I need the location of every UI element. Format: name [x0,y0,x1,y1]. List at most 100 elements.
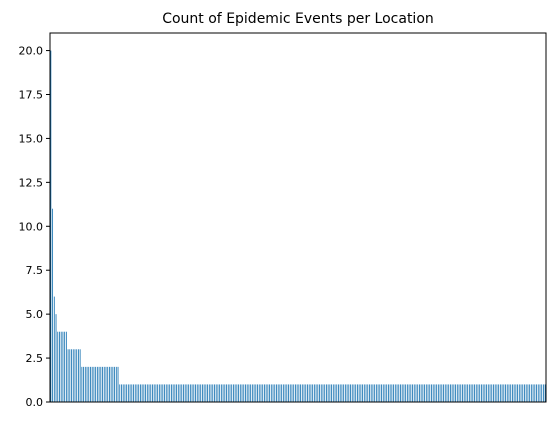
bar-70 [170,384,172,402]
bar-185 [369,384,370,402]
bar-66 [164,384,165,402]
bar-240 [463,384,465,402]
bar-80 [188,384,190,402]
bar-7 [62,331,64,402]
bar-98 [219,384,221,402]
bar-285 [541,384,543,402]
bar-201 [396,384,398,402]
bar-90 [205,384,207,402]
bars-group [50,50,546,403]
bar-144 [298,384,300,402]
bar-121 [258,384,260,402]
bar-282 [536,384,537,402]
bar-61 [155,384,157,402]
bar-238 [460,384,462,402]
bar-10 [67,349,69,402]
bar-206 [405,384,407,402]
bar-184 [367,384,369,402]
bar-204 [401,384,403,402]
bar-226 [439,384,441,402]
bar-146 [301,384,303,402]
bar-190 [377,384,379,402]
bar-249 [479,384,481,402]
bar-276 [525,384,527,402]
bar-283 [537,384,539,402]
bar-15 [76,349,78,402]
bar-110 [239,384,241,402]
bar-72 [174,384,176,402]
bar-11 [69,349,71,402]
bar-106 [232,384,234,402]
bar-22 [88,366,90,402]
bar-215 [420,384,422,402]
bar-180 [360,384,362,402]
bar-252 [484,384,486,402]
bar-55 [145,384,147,402]
bar-229 [444,384,446,402]
bar-247 [475,384,477,402]
bar-183 [365,384,367,402]
bar-5 [59,331,60,402]
bar-65 [162,384,164,402]
bar-111 [241,384,243,402]
bar-219 [427,384,429,402]
bar-218 [425,384,427,402]
bar-131 [276,384,277,402]
bar-277 [527,384,529,402]
bar-173 [348,384,350,402]
bar-59 [152,384,153,402]
bar-93 [210,384,212,402]
bar-272 [518,384,520,402]
bar-48 [133,384,134,402]
bar-3 [55,314,57,402]
bar-224 [436,384,438,402]
bar-53 [141,384,143,402]
bar-2 [53,296,55,402]
bar-30 [102,366,103,402]
bar-264 [505,384,506,402]
bar-91 [207,384,209,402]
bar-108 [236,384,238,402]
bar-217 [424,384,426,402]
bar-177 [355,384,357,402]
bar-232 [449,384,451,402]
bar-260 [498,384,500,402]
bar-275 [524,384,525,402]
bar-28 [98,366,100,402]
bar-92 [208,384,210,402]
bar-94 [212,384,214,402]
bar-75 [179,384,181,402]
bar-181 [362,384,364,402]
bar-26 [95,366,97,402]
bar-99 [220,384,222,402]
bar-261 [499,384,501,402]
bar-8 [64,331,66,402]
bar-9 [65,331,67,402]
bar-137 [286,384,288,402]
bar-148 [305,384,307,402]
bar-221 [431,384,432,402]
bar-149 [307,384,308,402]
bar-167 [338,384,339,402]
bar-279 [530,384,532,402]
bar-239 [462,384,463,402]
bar-170 [343,384,345,402]
bar-119 [255,384,257,402]
bar-133 [279,384,281,402]
bar-176 [353,384,355,402]
bar-227 [441,384,443,402]
bar-236 [456,384,458,402]
y-tick-label: 10.0 [19,220,44,233]
bar-82 [191,384,193,402]
y-tick-label: 5.0 [26,308,44,321]
bar-203 [400,384,401,402]
bar-29 [100,366,102,402]
bar-27 [96,366,98,402]
bar-208 [408,384,410,402]
bar-54 [143,384,145,402]
bar-114 [246,384,248,402]
y-tick-label: 7.5 [26,264,44,277]
bar-155 [317,384,319,402]
bar-41 [121,384,122,402]
